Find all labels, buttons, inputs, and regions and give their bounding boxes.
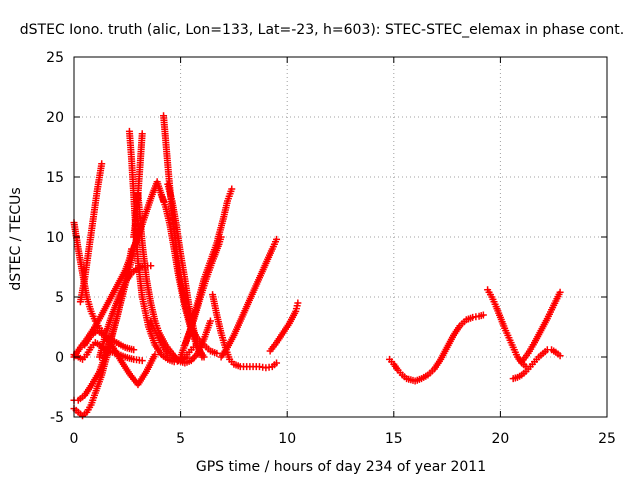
data-point (273, 359, 281, 367)
data-marks (70, 112, 564, 420)
chart-title: dSTEC Iono. truth (alic, Lon=133, Lat=-2… (20, 22, 624, 38)
data-point (151, 351, 159, 359)
x-tick-label: 25 (598, 431, 616, 447)
data-point (556, 288, 564, 296)
y-axis-label: dSTEC / TECUs (8, 187, 24, 290)
data-point (213, 349, 221, 357)
data-track (177, 233, 225, 361)
data-track (386, 311, 487, 385)
data-point (273, 235, 281, 243)
data-point (228, 185, 236, 193)
data-point (189, 343, 197, 351)
data-point (147, 262, 155, 270)
data-track (484, 286, 530, 371)
x-tick-label: 0 (70, 431, 79, 447)
data-track (509, 346, 564, 383)
data-point (130, 346, 138, 354)
x-tick-label: 20 (491, 431, 509, 447)
data-point (217, 233, 225, 241)
data-track (518, 288, 564, 366)
y-tick-label: 5 (55, 290, 64, 306)
data-track (76, 160, 106, 306)
data-point (556, 352, 564, 360)
data-track (125, 127, 191, 366)
y-tick-label: 15 (46, 170, 64, 186)
data-point (138, 357, 146, 365)
x-axis-label: GPS time / hours of day 234 of year 2011 (196, 459, 486, 475)
data-point (206, 317, 214, 325)
data-track (164, 180, 206, 361)
y-tick-label: 20 (46, 110, 64, 126)
y-tick-label: -5 (50, 410, 64, 426)
ticks: 0 5 10 15 20 25 -5 0 5 10 15 20 25 (46, 50, 616, 447)
data-point (294, 299, 302, 307)
data-track (266, 299, 302, 355)
data-track (81, 327, 159, 389)
x-tick-label: 10 (278, 431, 296, 447)
data-point (98, 160, 106, 168)
data-point (479, 311, 487, 319)
y-tick-label: 25 (46, 50, 64, 66)
data-track (217, 235, 281, 361)
data-track (209, 291, 281, 372)
data-track (147, 317, 197, 363)
data-point (200, 353, 208, 361)
data-track (134, 190, 214, 367)
data-track (96, 262, 155, 361)
x-tick-label: 5 (176, 431, 185, 447)
y-tick-label: 0 (55, 350, 64, 366)
y-tick-label: 10 (46, 230, 64, 246)
data-point (130, 233, 138, 241)
x-tick-label: 15 (385, 431, 403, 447)
